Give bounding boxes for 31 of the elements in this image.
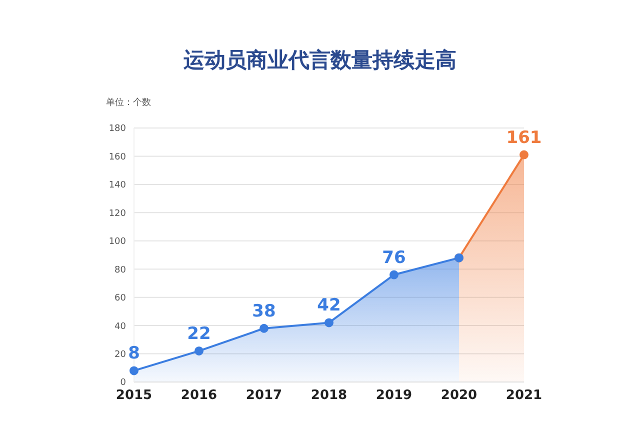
y-tick-label: 40 — [114, 322, 126, 332]
data-label: 42 — [317, 296, 341, 316]
x-tick-label: 2015 — [116, 388, 152, 404]
x-tick-label: 2020 — [440, 388, 478, 404]
x-tick-label: 2016 — [180, 388, 218, 404]
y-tick-label: 120 — [108, 208, 126, 219]
chart-title: 运动员商业代言数量持续走高 — [182, 47, 458, 74]
point — [130, 366, 138, 376]
y-tick-label: 20 — [114, 350, 126, 360]
point — [520, 150, 528, 160]
point — [194, 346, 204, 356]
y-tick-label: 100 — [108, 237, 126, 248]
y-tick-label: 0 — [120, 378, 126, 388]
x-tick-label: 2021 — [506, 388, 542, 404]
data-label: 161 — [506, 128, 542, 148]
y-tick-label: 60 — [114, 294, 126, 304]
x-tick-label: 2017 — [246, 388, 282, 404]
y-tick-label: 140 — [108, 180, 126, 191]
text: 单位：个数 — [106, 96, 151, 109]
x-tick-label: 2019 — [376, 388, 412, 404]
y-tick-label: 80 — [114, 265, 126, 276]
y-tick-label: 160 — [108, 152, 126, 162]
point — [324, 318, 334, 328]
y-tick-label: 180 — [108, 124, 126, 134]
data-label: 22 — [187, 324, 211, 344]
point — [390, 270, 398, 280]
x-tick-label: 2018 — [310, 388, 348, 404]
data-label: 8 — [128, 344, 140, 364]
data-label: 76 — [382, 248, 406, 268]
point — [260, 324, 268, 333]
data-label: 38 — [252, 301, 276, 322]
